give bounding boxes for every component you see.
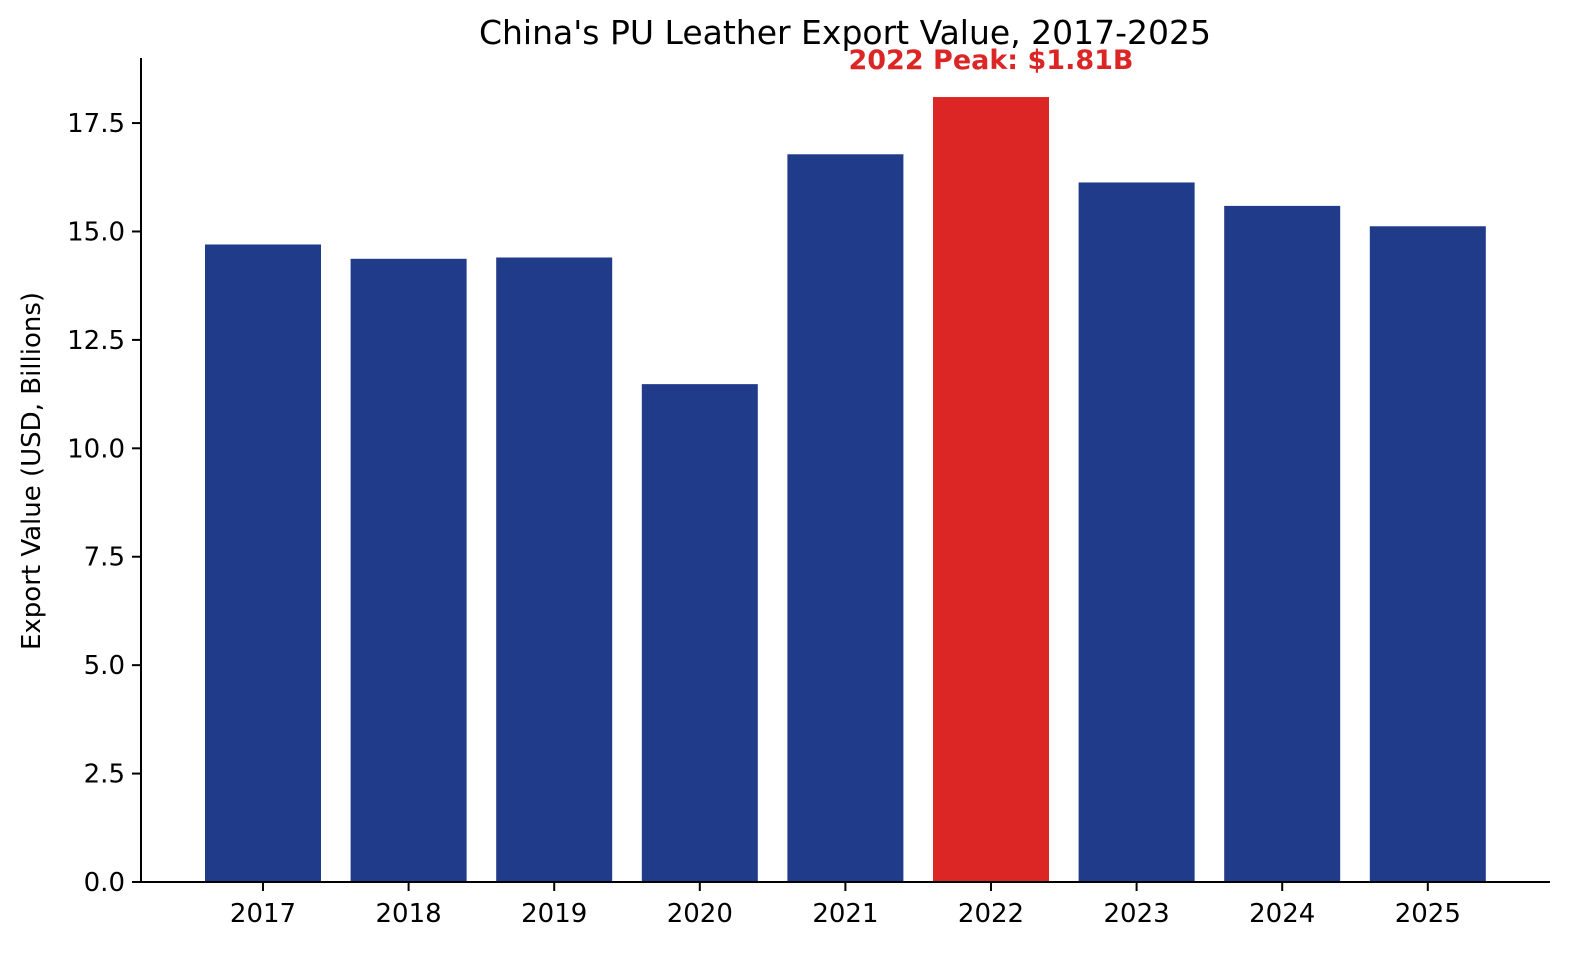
x-tick-label: 2022: [958, 899, 1024, 929]
x-tick-label: 2024: [1249, 899, 1315, 929]
y-tick-label: 10.0: [67, 434, 125, 464]
bar-2021: [787, 154, 904, 882]
bar-2019: [496, 257, 613, 882]
x-tick-label: 2021: [812, 899, 878, 929]
bar-2017: [205, 244, 321, 883]
x-tick-label: 2025: [1395, 899, 1461, 929]
y-tick-label: 17.5: [67, 109, 125, 139]
peak-annotation: 2022 Peak: $1.81B: [848, 45, 1133, 76]
x-tick-label: 2020: [667, 899, 733, 929]
x-tick-label: 2017: [230, 899, 296, 929]
y-tick-label: 0.0: [84, 868, 125, 898]
x-tick-label: 2019: [521, 899, 587, 929]
x-axis-ticks: 2017 2018 2019 2020 2021 2022 2023 2024 2025: [230, 882, 1461, 929]
bar-2018: [350, 258, 467, 882]
bar-2024: [1224, 205, 1341, 882]
y-tick-label: 2.5: [84, 760, 125, 790]
y-tick-label: 5.0: [84, 651, 125, 681]
x-tick-label: 2018: [376, 899, 442, 929]
bar-2022: [933, 97, 1049, 883]
x-tick-label: 2023: [1104, 899, 1170, 929]
y-tick-label: 15.0: [67, 217, 125, 247]
bar-2020: [641, 384, 758, 882]
y-axis-label: Export Value (USD, Billions): [17, 292, 47, 650]
bars-group: [205, 97, 1486, 883]
y-tick-label: 7.5: [84, 543, 125, 573]
chart-title: China's PU Leather Export Value, 2017-20…: [479, 13, 1211, 52]
y-tick-label: 12.5: [67, 326, 125, 356]
y-axis-ticks: 0.0 2.5 5.0 7.5 10.0 12.5 15.0 17.5: [67, 109, 141, 898]
bar-2023: [1078, 182, 1195, 883]
bar-2025: [1369, 226, 1486, 882]
